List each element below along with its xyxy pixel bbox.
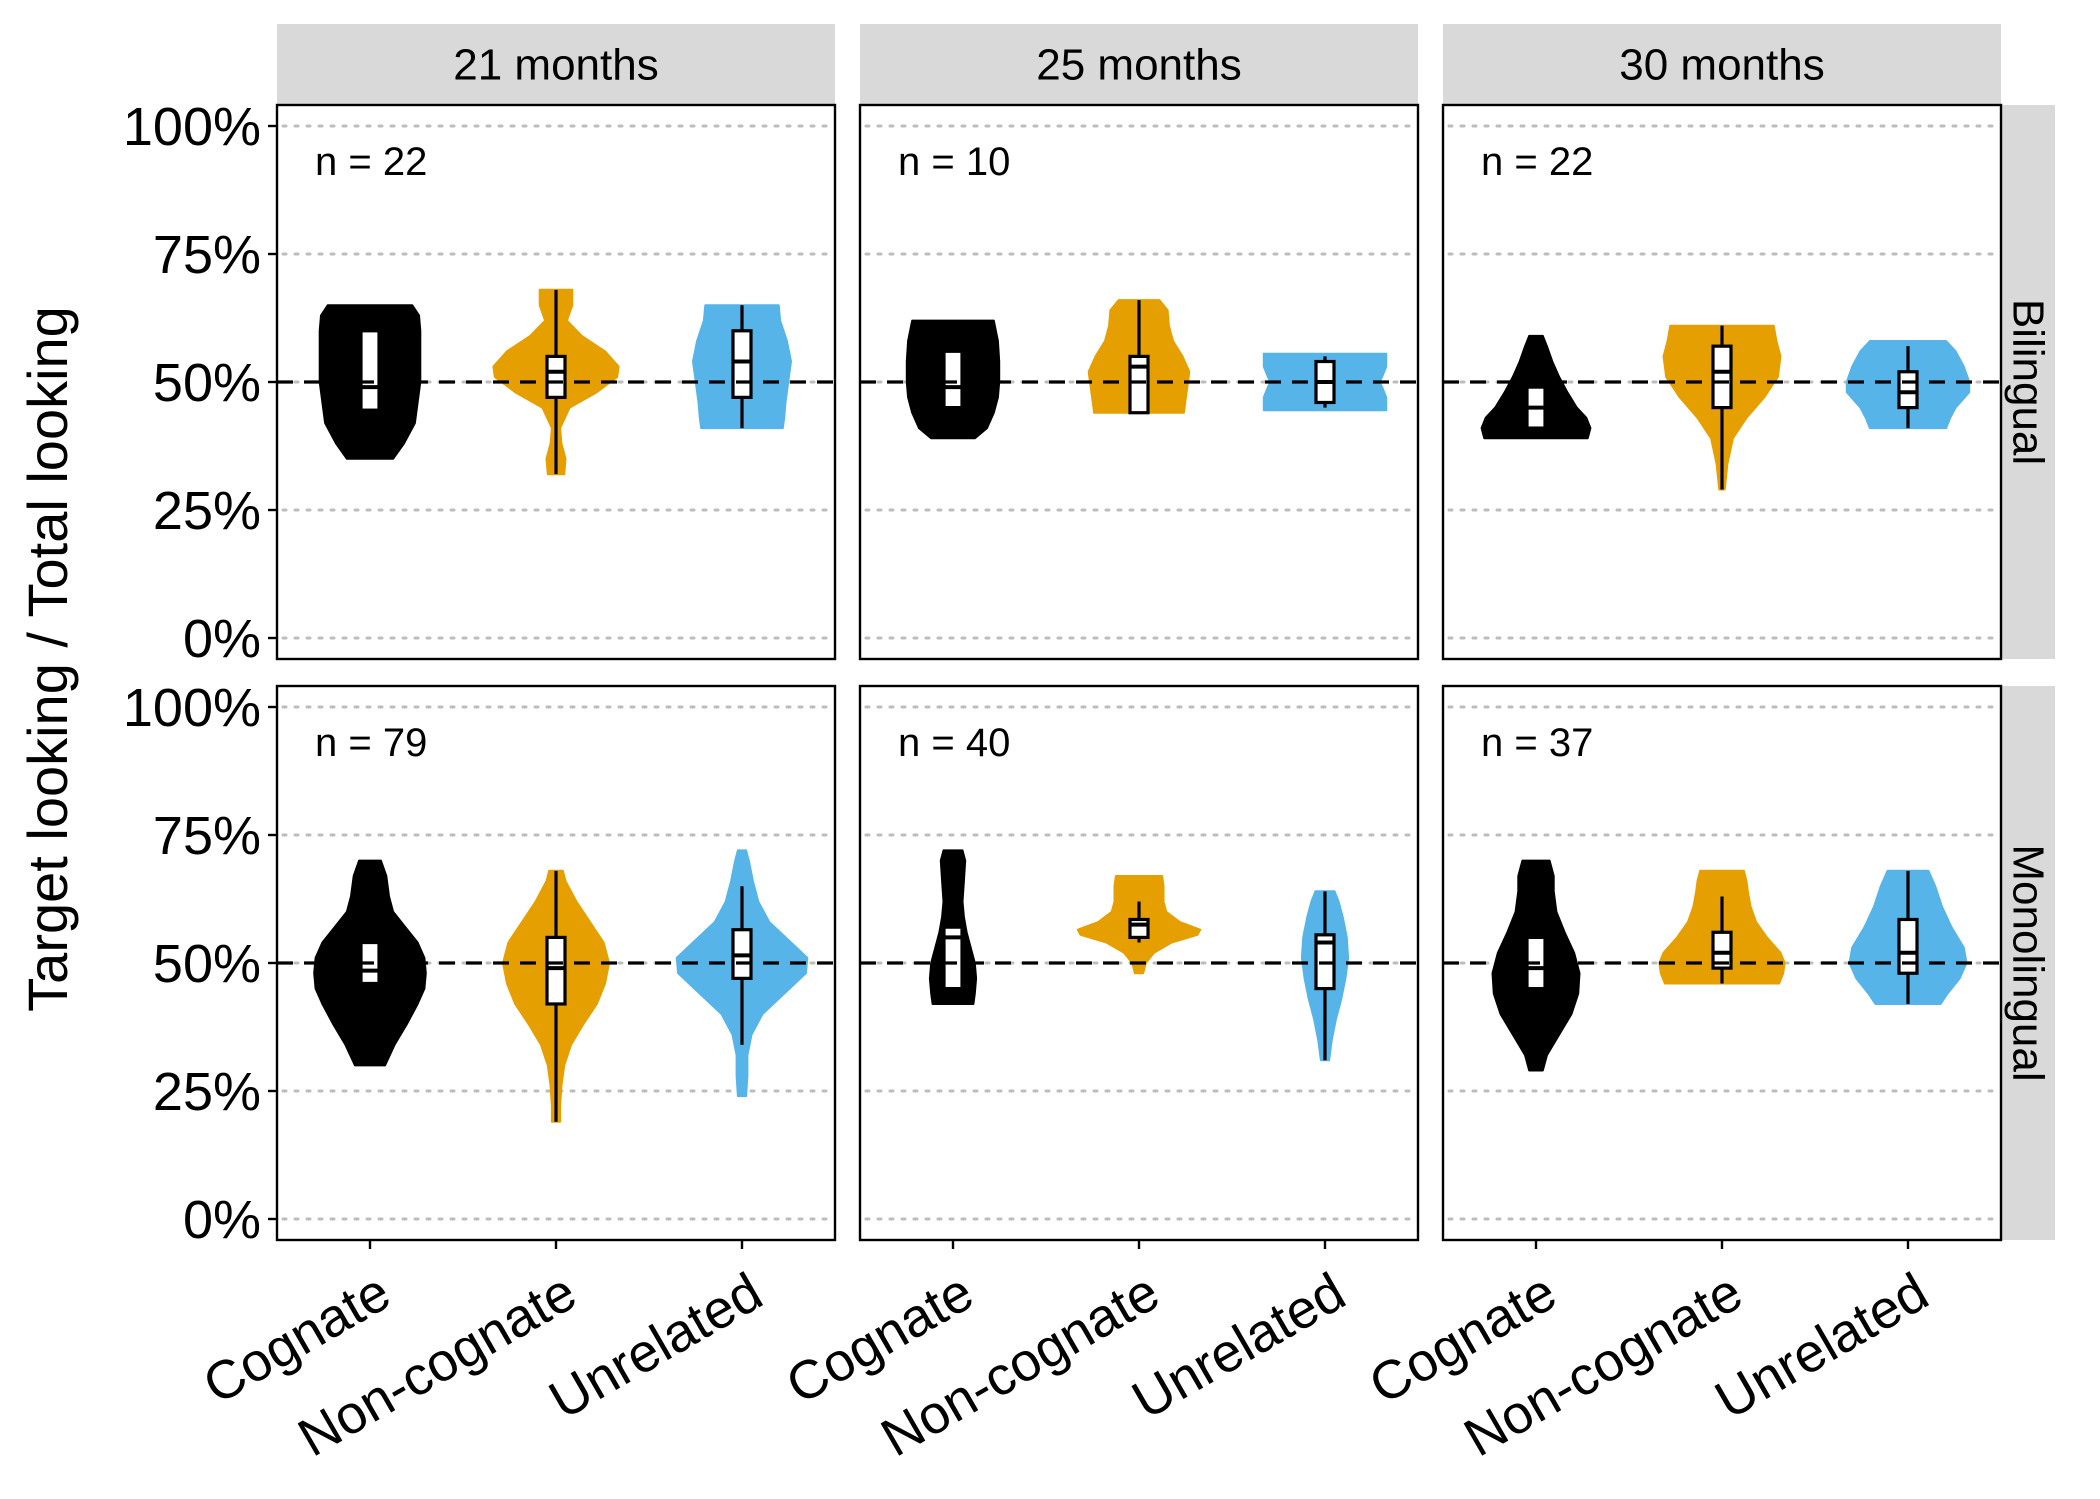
sample-size-label: n = 22	[1481, 140, 1593, 184]
strip-label: 21 months	[453, 41, 658, 90]
violin-non-cognate	[1076, 875, 1202, 975]
panel-border	[858, 103, 1420, 661]
sample-size-label: n = 40	[898, 721, 1010, 765]
panel-bilingual-25-months: n = 10	[858, 103, 1420, 661]
strip-background	[2001, 686, 2055, 1240]
facet-strip-monolingual: Monolingual	[2001, 686, 2055, 1240]
facet-strip-30-months: 30 months	[1443, 24, 2001, 105]
y-tick-label: 25%	[153, 1062, 261, 1122]
boxplot-box	[545, 935, 567, 1006]
boxplot-box	[1711, 344, 1733, 410]
panel-bilingual-30-months: n = 22	[1441, 103, 2003, 661]
sample-size-label: n = 10	[898, 140, 1010, 184]
strip-label: 25 months	[1036, 41, 1241, 90]
y-tick-label: 50%	[153, 934, 261, 994]
y-tick-label: 25%	[153, 481, 261, 541]
y-tick-label: 0%	[183, 609, 261, 669]
sample-size-label: n = 37	[1481, 721, 1593, 765]
strip-background	[1443, 24, 2001, 105]
panel-border	[1441, 103, 2003, 661]
strip-label: Monolingual	[2004, 844, 2053, 1081]
violin-unrelated	[675, 849, 809, 1098]
panel-bilingual-21-months: n = 22	[275, 103, 837, 661]
boxplot-box	[1897, 370, 1919, 410]
violin-non-cognate	[1087, 299, 1191, 415]
y-axis-bilingual: 0% 25% 50% 75% 100%	[123, 97, 277, 669]
boxplot-box	[1711, 930, 1733, 970]
boxplot-box	[1128, 354, 1150, 415]
y-tick-label: 0%	[183, 1190, 261, 1250]
violin-cognate	[928, 849, 978, 1005]
y-axis-title: Target looking / Total looking	[16, 306, 79, 1012]
y-tick-label: 75%	[153, 225, 261, 285]
panel-border	[275, 103, 837, 661]
strip-background	[860, 24, 1418, 105]
boxplot-box	[1897, 917, 1919, 975]
y-tick-label: 50%	[153, 353, 261, 413]
violin-unrelated	[1845, 340, 1971, 430]
violin-cognate	[1480, 334, 1592, 440]
boxplot-box	[942, 925, 964, 991]
facet-strip-21-months: 21 months	[277, 24, 835, 105]
strip-label: 30 months	[1619, 41, 1824, 90]
violin-unrelated	[692, 304, 792, 430]
strip-background	[277, 24, 835, 105]
boxplot-box	[545, 354, 567, 399]
violin-cognate	[905, 319, 1001, 440]
strip-label: Bilingual	[2004, 299, 2053, 465]
panel-monolingual-30-months: n = 37	[1441, 684, 2003, 1242]
strip-background	[2001, 105, 2055, 659]
facet-strip-25-months: 25 months	[860, 24, 1418, 105]
y-tick-label: 100%	[123, 678, 261, 738]
facet-strip-bilingual: Bilingual	[2001, 105, 2055, 659]
violin-non-cognate	[1658, 869, 1786, 985]
violin-non-cognate	[502, 869, 610, 1123]
boxplot-box	[731, 329, 753, 399]
violin-non-cognate	[1662, 324, 1782, 491]
y-tick-label: 100%	[123, 97, 261, 157]
boxplot-box	[1128, 917, 1150, 939]
sample-size-label: n = 79	[315, 721, 427, 765]
boxplot-box	[359, 329, 381, 412]
y-tick-label: 75%	[153, 806, 261, 866]
y-axis-monolingual: 0% 25% 50% 75% 100%	[123, 678, 277, 1250]
sample-size-label: n = 22	[315, 140, 427, 184]
boxplot-box	[942, 349, 964, 410]
